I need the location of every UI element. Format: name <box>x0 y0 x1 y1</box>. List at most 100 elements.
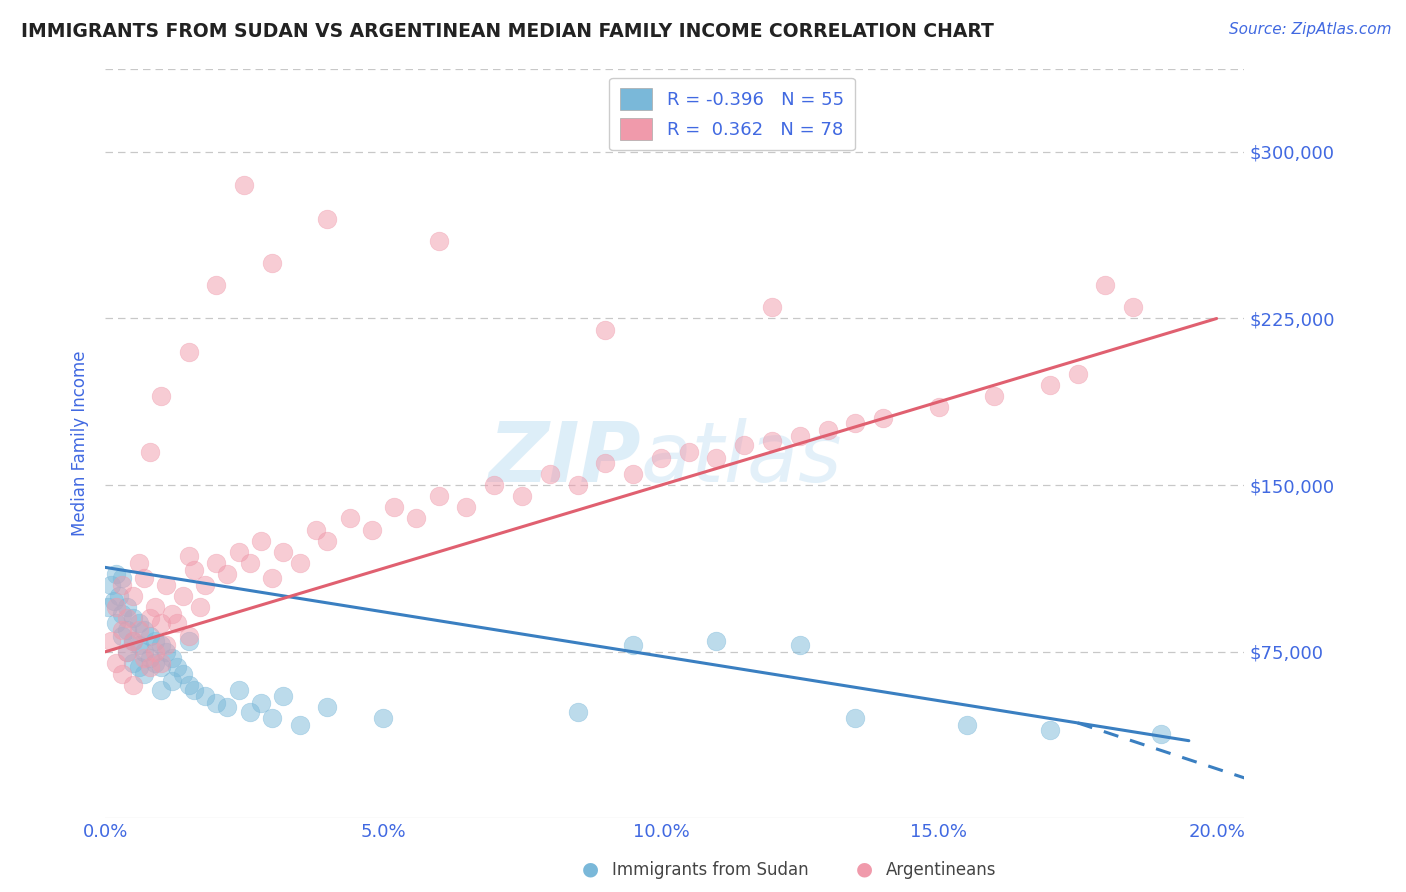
Point <box>621 638 644 652</box>
Point <box>1094 278 1116 293</box>
Point <box>271 545 294 559</box>
Point <box>166 660 188 674</box>
Point <box>132 623 155 637</box>
Point <box>1150 727 1173 741</box>
Point <box>177 629 200 643</box>
Point <box>166 615 188 630</box>
Point <box>155 638 177 652</box>
Point <box>260 572 283 586</box>
Point <box>160 673 183 688</box>
Point <box>510 489 533 503</box>
Point <box>160 651 183 665</box>
Point <box>789 429 811 443</box>
Point <box>1039 378 1062 392</box>
Point <box>706 633 728 648</box>
Point <box>149 389 172 403</box>
Point <box>138 445 160 459</box>
Text: ●: ● <box>856 860 873 879</box>
Point <box>128 660 150 674</box>
Point <box>260 711 283 725</box>
Point <box>143 656 166 670</box>
Point <box>149 682 172 697</box>
Text: IMMIGRANTS FROM SUDAN VS ARGENTINEAN MEDIAN FAMILY INCOME CORRELATION CHART: IMMIGRANTS FROM SUDAN VS ARGENTINEAN MED… <box>21 22 994 41</box>
Point <box>217 700 239 714</box>
Point <box>955 718 977 732</box>
Point <box>217 567 239 582</box>
Point <box>249 696 271 710</box>
Point <box>339 511 361 525</box>
Point <box>149 615 172 630</box>
Y-axis label: Median Family Income: Median Family Income <box>72 351 89 536</box>
Point <box>100 578 122 592</box>
Point <box>138 651 160 665</box>
Point <box>427 234 450 248</box>
Point <box>122 589 145 603</box>
Point <box>138 629 160 643</box>
Point <box>382 500 405 515</box>
Point <box>105 615 128 630</box>
Text: Argentineans: Argentineans <box>886 861 997 879</box>
Point <box>105 656 128 670</box>
Point <box>538 467 561 481</box>
Point <box>706 451 728 466</box>
Point <box>1039 723 1062 737</box>
Point <box>97 600 120 615</box>
Point <box>122 633 145 648</box>
Point <box>844 711 866 725</box>
Point <box>194 578 217 592</box>
Point <box>108 589 131 603</box>
Point <box>183 682 205 697</box>
Point <box>177 344 200 359</box>
Point <box>205 278 228 293</box>
Point <box>316 533 339 548</box>
Point <box>128 623 150 637</box>
Point <box>361 523 384 537</box>
Point <box>100 633 122 648</box>
Point <box>143 600 166 615</box>
Point <box>117 623 139 637</box>
Text: Immigrants from Sudan: Immigrants from Sudan <box>612 861 808 879</box>
Point <box>122 633 145 648</box>
Text: ●: ● <box>582 860 599 879</box>
Point <box>111 629 134 643</box>
Point <box>111 667 134 681</box>
Point <box>117 645 139 659</box>
Point <box>105 600 128 615</box>
Point <box>567 478 589 492</box>
Point <box>128 638 150 652</box>
Point <box>117 600 139 615</box>
Point <box>132 572 155 586</box>
Point <box>194 690 217 704</box>
Point <box>128 615 150 630</box>
Point <box>103 593 125 607</box>
Point <box>239 705 262 719</box>
Point <box>172 667 194 681</box>
Text: atlas: atlas <box>641 418 842 499</box>
Point <box>789 638 811 652</box>
Point <box>177 678 200 692</box>
Point <box>188 600 211 615</box>
Point <box>371 711 394 725</box>
Point <box>111 623 134 637</box>
Point <box>595 456 617 470</box>
Point <box>1066 367 1088 381</box>
Point <box>132 645 155 659</box>
Point <box>456 500 478 515</box>
Point <box>249 533 271 548</box>
Point <box>172 589 194 603</box>
Point <box>733 438 755 452</box>
Point <box>761 434 783 448</box>
Point <box>177 549 200 564</box>
Point <box>149 638 172 652</box>
Point <box>183 563 205 577</box>
Point <box>621 467 644 481</box>
Point <box>149 660 172 674</box>
Point <box>305 523 328 537</box>
Point <box>177 633 200 648</box>
Point <box>233 178 256 193</box>
Point <box>228 682 250 697</box>
Point <box>650 451 672 466</box>
Point <box>844 416 866 430</box>
Point <box>111 572 134 586</box>
Point <box>143 633 166 648</box>
